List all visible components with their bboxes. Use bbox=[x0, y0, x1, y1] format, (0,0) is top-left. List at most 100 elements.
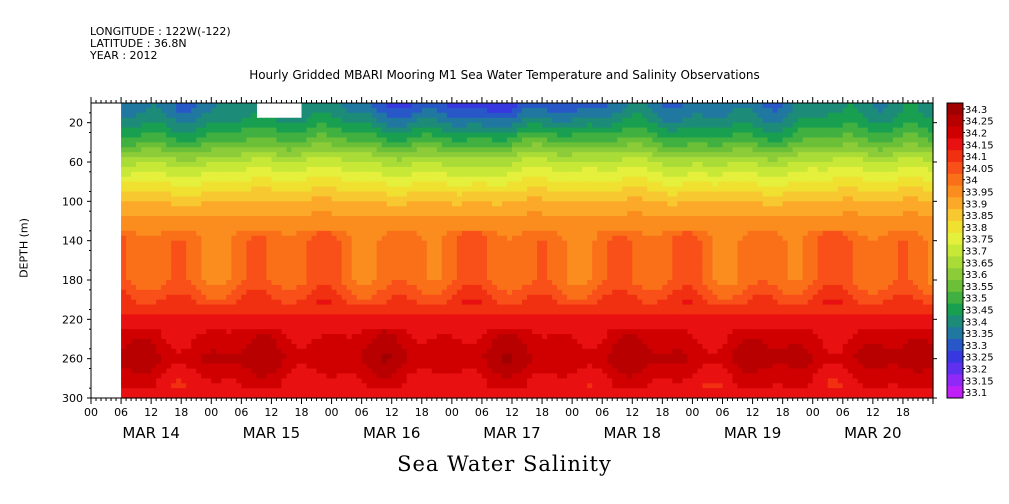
salinity-cell bbox=[171, 324, 177, 330]
salinity-cell bbox=[251, 368, 257, 375]
salinity-cell bbox=[401, 363, 408, 370]
salinity-cell bbox=[532, 363, 538, 370]
salinity-cell bbox=[381, 329, 388, 335]
salinity-cell bbox=[256, 314, 262, 320]
salinity-cell bbox=[351, 117, 358, 124]
salinity-cell bbox=[406, 216, 413, 222]
salinity-cell bbox=[496, 166, 503, 173]
salinity-cell bbox=[466, 250, 473, 257]
salinity-cell bbox=[346, 206, 353, 212]
salinity-cell bbox=[166, 339, 172, 345]
salinity-cell bbox=[496, 137, 503, 143]
salinity-cell bbox=[161, 186, 167, 193]
salinity-cell bbox=[161, 171, 167, 178]
salinity-cell bbox=[341, 162, 348, 168]
salinity-cell bbox=[481, 363, 488, 370]
salinity-cell bbox=[431, 329, 438, 335]
salinity-cell bbox=[291, 275, 298, 281]
salinity-cell bbox=[201, 358, 207, 365]
salinity-cell bbox=[381, 289, 388, 296]
salinity-cell bbox=[331, 289, 338, 296]
salinity-cell bbox=[231, 255, 237, 261]
salinity-cell bbox=[431, 191, 438, 198]
salinity-cell bbox=[306, 127, 313, 134]
salinity-cell bbox=[306, 319, 313, 325]
salinity-cell bbox=[406, 393, 413, 399]
salinity-cell bbox=[512, 107, 518, 114]
salinity-cell bbox=[276, 240, 283, 247]
salinity-cell bbox=[206, 166, 212, 173]
salinity-cell bbox=[461, 280, 468, 286]
salinity-cell bbox=[331, 152, 338, 158]
salinity-cell bbox=[351, 152, 358, 158]
salinity-cell bbox=[491, 225, 498, 232]
salinity-cell bbox=[532, 230, 538, 237]
salinity-cell bbox=[532, 152, 538, 158]
salinity-cell bbox=[156, 176, 162, 183]
salinity-cell bbox=[251, 393, 257, 399]
salinity-cell bbox=[471, 122, 478, 129]
salinity-cell bbox=[517, 211, 523, 217]
salinity-cell bbox=[396, 196, 403, 202]
salinity-cell bbox=[441, 284, 448, 291]
salinity-cell bbox=[491, 201, 498, 207]
salinity-cell bbox=[491, 339, 498, 345]
salinity-cell bbox=[522, 294, 528, 301]
salinity-cell bbox=[341, 216, 348, 222]
salinity-cell bbox=[211, 334, 217, 340]
salinity-cell bbox=[131, 191, 137, 198]
salinity-cell bbox=[211, 147, 217, 153]
salinity-cell bbox=[471, 176, 478, 183]
salinity-cell bbox=[216, 388, 222, 394]
salinity-cell bbox=[386, 147, 393, 153]
salinity-cell bbox=[496, 206, 503, 212]
salinity-cell bbox=[436, 117, 443, 124]
salinity-cell bbox=[532, 353, 538, 360]
salinity-cell bbox=[381, 324, 388, 330]
salinity-cell bbox=[351, 250, 358, 257]
salinity-cell bbox=[296, 388, 303, 394]
salinity-cell bbox=[326, 363, 333, 370]
salinity-cell bbox=[486, 280, 493, 286]
salinity-cell bbox=[211, 186, 217, 193]
salinity-cell bbox=[256, 245, 262, 252]
salinity-cell bbox=[406, 334, 413, 340]
salinity-cell bbox=[471, 147, 478, 153]
salinity-cell bbox=[236, 275, 242, 281]
salinity-cell bbox=[491, 216, 498, 222]
salinity-cell bbox=[146, 157, 152, 163]
salinity-cell bbox=[231, 284, 237, 291]
salinity-cell bbox=[341, 221, 348, 227]
salinity-cell bbox=[256, 334, 262, 340]
salinity-cell bbox=[476, 334, 483, 340]
salinity-cell bbox=[226, 393, 232, 399]
salinity-cell bbox=[246, 245, 252, 252]
salinity-cell bbox=[276, 162, 283, 168]
salinity-cell bbox=[196, 255, 202, 261]
salinity-cell bbox=[241, 176, 247, 183]
salinity-cell bbox=[251, 373, 257, 379]
salinity-cell bbox=[466, 339, 473, 345]
salinity-cell bbox=[416, 225, 423, 232]
salinity-cell bbox=[221, 270, 227, 276]
salinity-cell bbox=[391, 314, 398, 320]
salinity-cell bbox=[286, 127, 293, 134]
salinity-cell bbox=[156, 122, 162, 129]
salinity-cell bbox=[376, 265, 383, 271]
salinity-cell bbox=[461, 343, 468, 350]
salinity-cell bbox=[151, 206, 157, 212]
salinity-cell bbox=[451, 358, 458, 365]
salinity-cell bbox=[121, 196, 127, 202]
salinity-cell bbox=[416, 147, 423, 153]
salinity-cell bbox=[527, 319, 533, 325]
salinity-cell bbox=[496, 324, 503, 330]
salinity-cell bbox=[181, 122, 187, 129]
salinity-cell bbox=[471, 117, 478, 124]
salinity-cell bbox=[501, 166, 508, 173]
salinity-cell bbox=[522, 191, 528, 198]
salinity-cell bbox=[146, 334, 152, 340]
salinity-cell bbox=[191, 270, 197, 276]
salinity-cell bbox=[296, 127, 303, 134]
salinity-cell bbox=[231, 191, 237, 198]
salinity-cell bbox=[421, 309, 428, 316]
